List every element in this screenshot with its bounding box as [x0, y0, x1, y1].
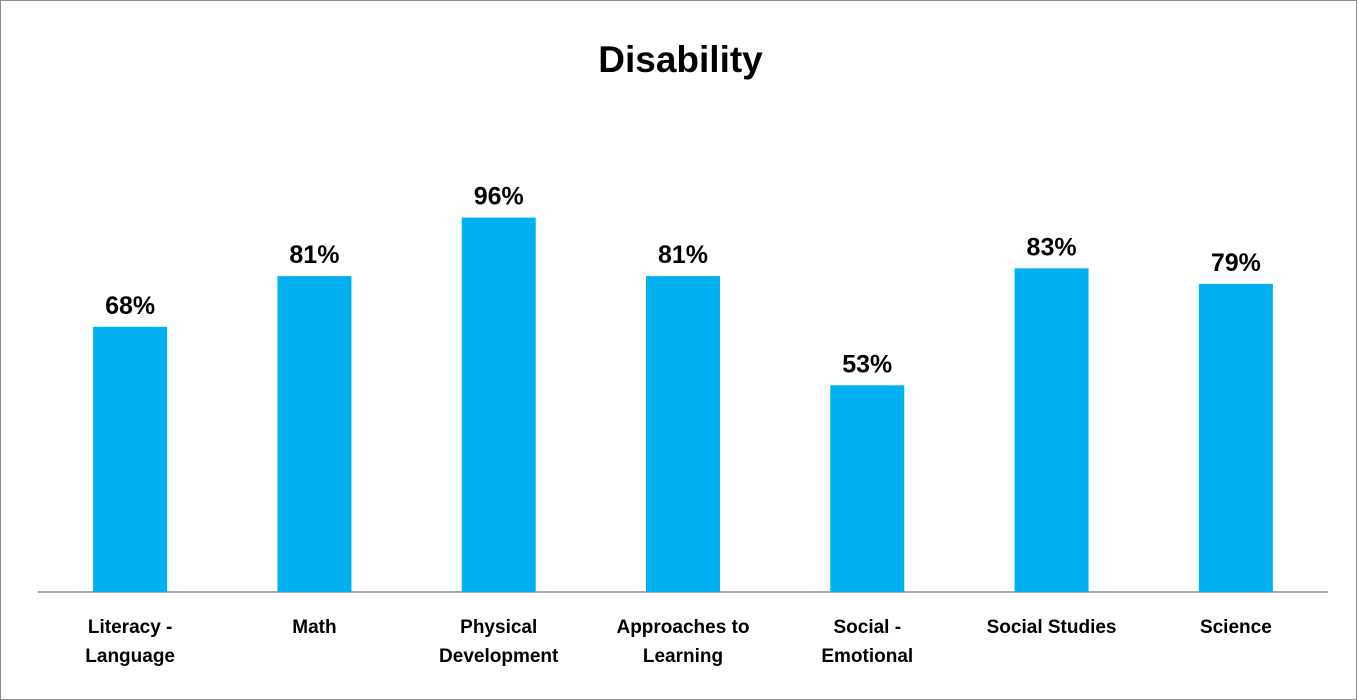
category-label-line: Science — [1200, 617, 1272, 638]
bar-4 — [830, 385, 905, 592]
data-label-2: 96% — [474, 183, 524, 211]
category-label-line: Development — [439, 646, 559, 667]
bar-3 — [646, 276, 720, 592]
category-label-6: Science — [1200, 617, 1272, 638]
category-label-line: Social - — [833, 617, 901, 638]
category-label-1: Math — [292, 617, 336, 638]
category-label-4: Social - Emotional — [821, 617, 913, 667]
bar-5 — [1014, 268, 1089, 592]
category-label-line: Language — [85, 646, 175, 667]
category-label-line: Physical — [460, 617, 537, 638]
category-label-3: Approaches to Learning — [616, 617, 749, 667]
bar-0 — [93, 326, 168, 592]
category-label-line: Math — [292, 617, 336, 638]
category-label-line: Social Studies — [987, 617, 1117, 638]
category-label-line: Approaches to — [616, 617, 749, 638]
bar-6 — [1198, 283, 1273, 592]
data-label-6: 79% — [1211, 249, 1261, 277]
data-label-4: 53% — [842, 350, 892, 378]
category-label-0: Literacy - Language — [85, 617, 175, 667]
data-label-5: 83% — [1027, 233, 1077, 261]
category-label-line: Literacy - — [88, 617, 172, 638]
category-label-line: Emotional — [821, 646, 913, 667]
category-label-line: Learning — [643, 646, 723, 667]
category-label-2: Physical Development — [439, 617, 559, 667]
bar-2 — [461, 217, 536, 592]
data-label-3: 81% — [658, 241, 708, 269]
category-label-5: Social Studies — [987, 617, 1117, 638]
data-label-0: 68% — [105, 292, 155, 320]
data-label-1: 81% — [289, 241, 339, 269]
bar-1 — [277, 276, 352, 592]
chart-title: Disability — [598, 39, 763, 80]
